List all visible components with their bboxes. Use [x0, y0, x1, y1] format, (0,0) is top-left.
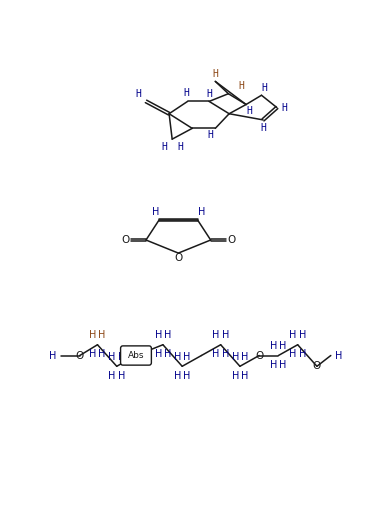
Text: H: H: [260, 123, 266, 133]
Text: H: H: [289, 349, 297, 359]
Text: H: H: [246, 106, 252, 116]
Text: H: H: [49, 350, 57, 361]
Text: H: H: [336, 350, 343, 361]
Text: H: H: [279, 341, 287, 351]
FancyBboxPatch shape: [121, 346, 151, 365]
Text: H: H: [222, 330, 229, 340]
Text: H: H: [164, 330, 171, 340]
Text: H: H: [155, 330, 162, 340]
Text: H: H: [232, 352, 239, 362]
Text: H: H: [282, 103, 288, 113]
Text: H: H: [241, 371, 248, 381]
Text: H: H: [99, 330, 106, 340]
Text: Abs: Abs: [128, 351, 144, 360]
Text: H: H: [198, 207, 205, 217]
Text: H: H: [299, 349, 306, 359]
Text: O: O: [313, 361, 321, 371]
Text: H: H: [279, 360, 287, 370]
Text: H: H: [241, 352, 248, 362]
Text: H: H: [164, 349, 171, 359]
Text: O: O: [76, 350, 84, 361]
Text: H: H: [151, 207, 159, 217]
Text: H: H: [212, 330, 220, 340]
Text: H: H: [289, 330, 297, 340]
Text: H: H: [299, 330, 306, 340]
Text: O: O: [121, 235, 129, 245]
Text: H: H: [177, 142, 183, 152]
Text: O: O: [174, 254, 182, 264]
Text: H: H: [99, 349, 106, 359]
Text: H: H: [222, 349, 229, 359]
Text: H: H: [108, 371, 116, 381]
Text: H: H: [118, 352, 125, 362]
Text: H: H: [270, 341, 278, 351]
Text: H: H: [212, 69, 218, 79]
Text: H: H: [208, 130, 214, 140]
Text: H: H: [135, 89, 141, 98]
Text: H: H: [155, 349, 162, 359]
Text: H: H: [232, 371, 239, 381]
Text: H: H: [174, 371, 181, 381]
Text: O: O: [227, 235, 235, 245]
Text: H: H: [174, 352, 181, 362]
Text: H: H: [161, 142, 167, 152]
Text: H: H: [183, 352, 190, 362]
Text: H: H: [183, 371, 190, 381]
Text: H: H: [183, 88, 189, 98]
Text: H: H: [89, 349, 97, 359]
Text: H: H: [238, 81, 244, 91]
Text: H: H: [270, 360, 278, 370]
Text: H: H: [108, 352, 116, 362]
Text: O: O: [255, 350, 263, 361]
Text: H: H: [262, 82, 267, 92]
Text: H: H: [206, 89, 212, 98]
Text: H: H: [118, 371, 125, 381]
Text: H: H: [212, 349, 220, 359]
Text: H: H: [89, 330, 97, 340]
